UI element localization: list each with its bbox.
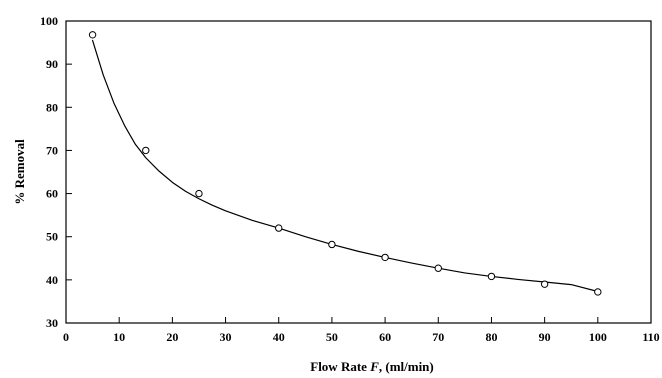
fitted-curve xyxy=(91,39,599,293)
data-point xyxy=(88,31,97,39)
x-tick-label: 60 xyxy=(379,330,391,344)
x-tick-label: 50 xyxy=(326,330,338,344)
data-point xyxy=(487,272,496,281)
data-point xyxy=(142,146,150,155)
x-tick-label: 0 xyxy=(63,330,69,344)
y-tick-label: 70 xyxy=(46,143,58,157)
data-point xyxy=(381,253,389,262)
y-tick-label: 90 xyxy=(46,57,58,71)
x-axis-title: Flow Rate F, (ml/min) xyxy=(310,359,434,374)
data-point xyxy=(275,224,283,232)
data-point xyxy=(434,264,442,272)
plot-frame xyxy=(65,20,652,324)
x-tick-label: 30 xyxy=(220,330,232,344)
y-axis-title: % Removal xyxy=(12,139,27,205)
x-axis-title-prefix: Flow Rate xyxy=(310,359,370,374)
y-tick-label: 100 xyxy=(40,14,58,28)
y-tick-label: 80 xyxy=(46,100,58,114)
y-tick-label: 60 xyxy=(46,187,58,201)
x-axis-title-variable: F xyxy=(369,359,379,374)
y-tick-label: 40 xyxy=(46,273,58,287)
y-tick-label: 30 xyxy=(46,316,58,330)
x-tick-label: 70 xyxy=(432,330,444,344)
x-tick-label: 90 xyxy=(539,330,551,344)
data-point xyxy=(195,189,203,198)
x-tick-label: 20 xyxy=(166,330,178,344)
x-tick-label: 80 xyxy=(485,330,497,344)
data-point xyxy=(328,240,336,249)
data-point xyxy=(594,288,602,296)
x-tick-label: 40 xyxy=(273,330,285,344)
y-tick-label: 50 xyxy=(46,230,58,244)
x-tick-label: 100 xyxy=(589,330,607,344)
data-point xyxy=(540,280,549,288)
x-tick-label: 110 xyxy=(642,330,659,344)
x-axis-title-suffix: , (ml/min) xyxy=(379,359,434,374)
x-tick-label: 10 xyxy=(113,330,125,344)
